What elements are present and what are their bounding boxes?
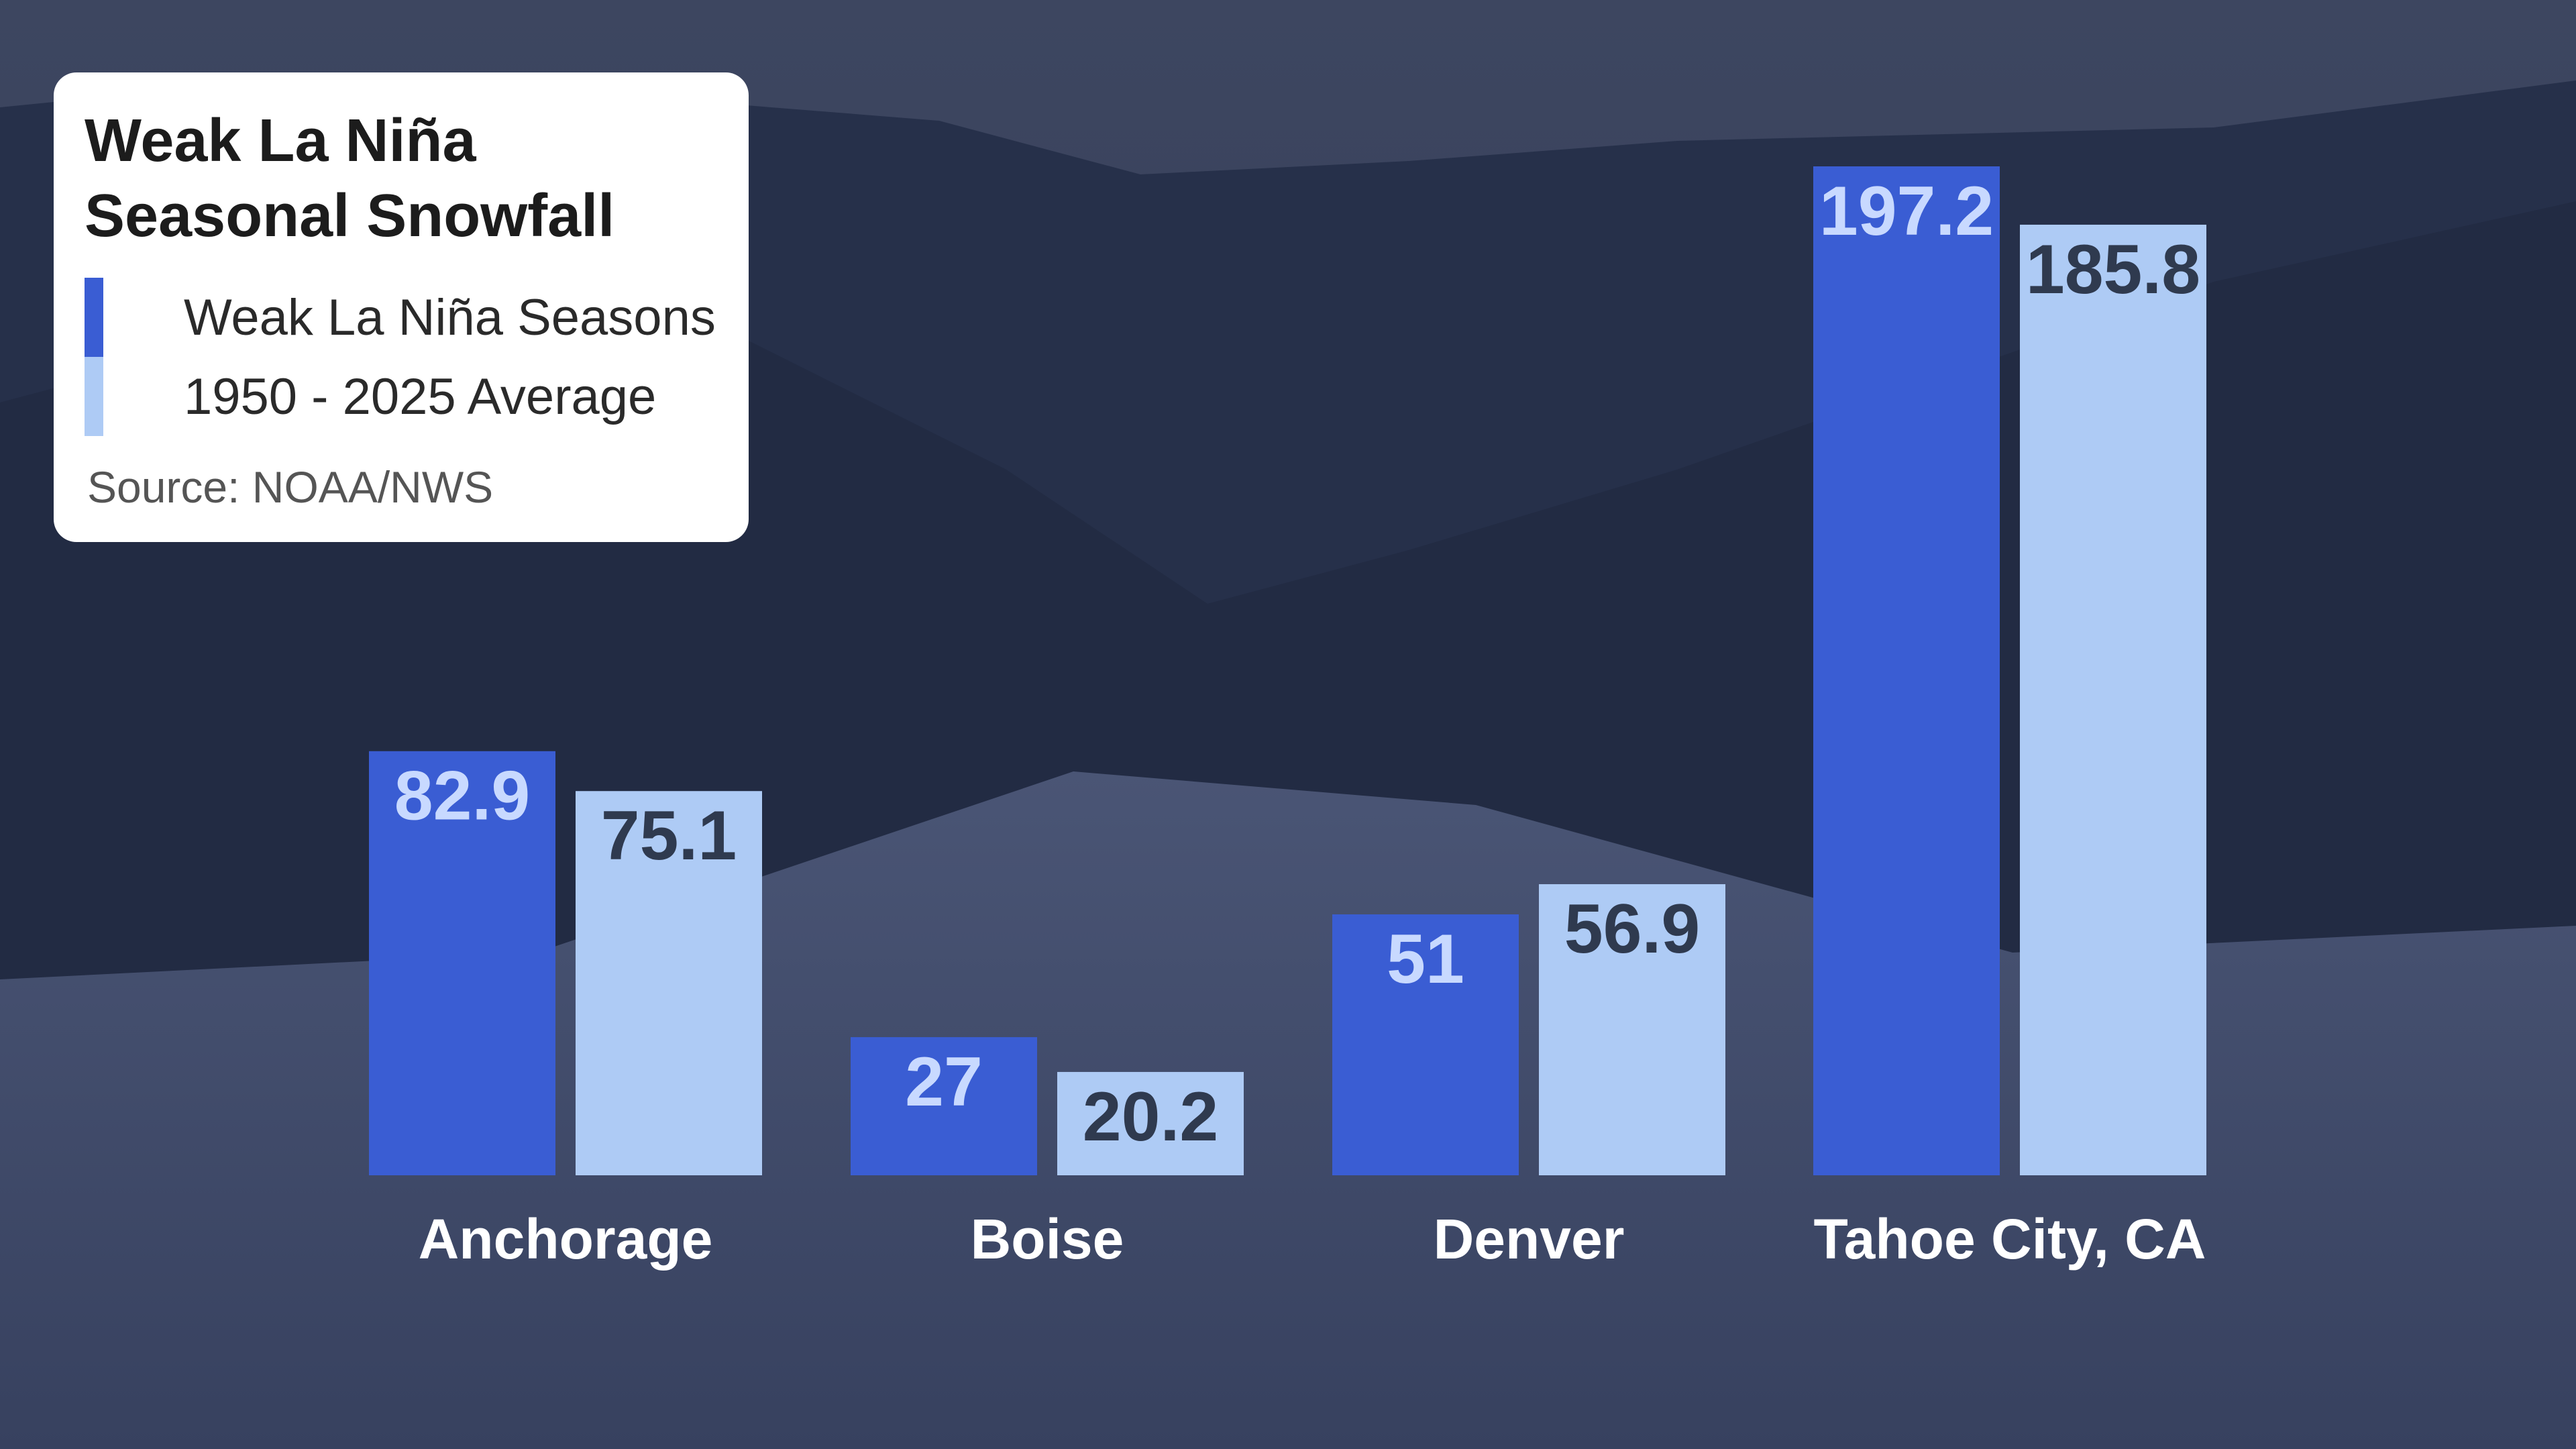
value-labels-group: 82.9 75.1 27 20.2 51 56.9 197.2 185.8 (394, 172, 2200, 1156)
bars-group (369, 166, 2206, 1176)
bar-denver-average (1539, 884, 1725, 1175)
chart-title-line2: Seasonal Snowfall (85, 182, 615, 250)
category-label-anchorage: Anchorage (419, 1208, 713, 1271)
category-label-boise: Boise (971, 1208, 1124, 1271)
bar-boise-weak-la-nina (851, 1037, 1037, 1175)
bar-anchorage-average (576, 791, 762, 1175)
value-label-boise-weak-la-nina: 27 (905, 1043, 983, 1121)
legend-label-weak-la-nina: Weak La Niña Seasons (184, 289, 716, 346)
bar-tahoe-city-ca-weak-la-nina (1813, 166, 2000, 1175)
bar-tahoe-city-ca-average (2020, 224, 2206, 1176)
category-label-tahoe-city-ca: Tahoe City, CA (1814, 1208, 2206, 1271)
value-label-anchorage-weak-la-nina: 82.9 (394, 757, 530, 835)
value-label-anchorage-average: 75.1 (601, 797, 737, 875)
bar-boise-average (1057, 1071, 1244, 1175)
bar-denver-weak-la-nina (1332, 914, 1519, 1175)
category-labels-group: Anchorage Boise Denver Tahoe City, CA (419, 1208, 2206, 1271)
legend-swatch-weak-la-nina (85, 278, 103, 357)
value-label-tahoe-city-ca-weak-la-nina: 197.2 (1819, 172, 1994, 250)
legend-label-average: 1950 - 2025 Average (184, 368, 657, 425)
value-label-denver-average: 56.9 (1564, 890, 1700, 968)
bar-anchorage-weak-la-nina (369, 751, 555, 1175)
legend-swatch-average (85, 357, 103, 436)
legend-item-average: 1950 - 2025 Average (85, 357, 729, 436)
value-label-boise-average: 20.2 (1083, 1078, 1218, 1156)
source-note: Source: NOAA/NWS (87, 462, 494, 512)
chart-title-line1: Weak La Niña (85, 107, 476, 174)
chart-title: Weak La Niña Seasonal Snowfall (85, 103, 729, 254)
category-label-denver: Denver (1434, 1208, 1625, 1271)
value-label-tahoe-city-ca-average: 185.8 (2026, 231, 2200, 309)
legend-item-weak-la-nina: Weak La Niña Seasons (85, 278, 729, 357)
value-label-denver-weak-la-nina: 51 (1387, 920, 1464, 998)
legend-card: Weak La Niña Seasonal Snowfall Weak La N… (54, 72, 749, 542)
